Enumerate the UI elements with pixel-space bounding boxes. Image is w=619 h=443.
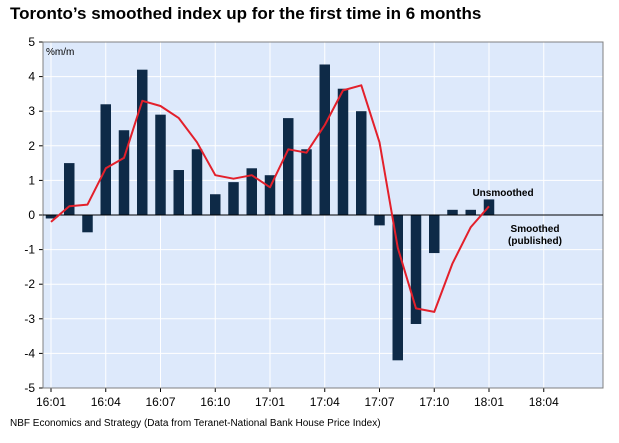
- y-tick-label: -3: [24, 312, 35, 326]
- x-tick-label: 16:07: [145, 395, 175, 409]
- y-axis-label: %m/m: [46, 47, 74, 58]
- y-tick-label: -2: [24, 277, 35, 291]
- bar: [374, 215, 385, 226]
- y-tick-label: -4: [24, 346, 35, 360]
- y-tick-label: -1: [24, 243, 35, 257]
- bar: [319, 64, 330, 216]
- bar: [45, 215, 57, 219]
- series-label-unsmoothed: Unsmoothed: [472, 188, 533, 199]
- bar: [447, 209, 458, 215]
- x-tick-label: 16:01: [36, 395, 66, 409]
- plot-area: 5 4 3 2 1 0 -1 -2 -3 -4 -516:01 16:04 16:07 16:10 17:0…: [24, 35, 604, 409]
- bar: [337, 88, 349, 215]
- bar: [465, 209, 476, 215]
- x-tick-label: 18:01: [474, 395, 504, 409]
- bar: [429, 215, 440, 254]
- y-tick-label: 5: [28, 35, 35, 49]
- bar: [82, 215, 93, 233]
- bar: [118, 130, 130, 215]
- x-tick-label: 16:04: [91, 395, 121, 409]
- x-tick-label: 17:04: [310, 395, 340, 409]
- bar: [100, 104, 111, 215]
- bar: [191, 149, 203, 215]
- series-label-smoothed: Smoothed: [511, 224, 560, 235]
- bar: [392, 215, 403, 361]
- bar: [210, 194, 221, 215]
- bar: [283, 118, 294, 215]
- bar: [410, 215, 422, 324]
- y-tick-label: 0: [28, 208, 35, 222]
- x-tick-label: 18:04: [529, 395, 559, 409]
- chart-title: Toronto’s smoothed index up for the firs…: [10, 4, 482, 23]
- x-tick-label: 16:10: [200, 395, 230, 409]
- bar: [155, 114, 166, 215]
- y-tick-label: -5: [24, 381, 35, 395]
- bar: [356, 111, 367, 215]
- x-tick-label: 17:07: [364, 395, 394, 409]
- chart-source-note: NBF Economics and Strategy (Data from Te…: [10, 418, 381, 429]
- bar: [137, 69, 148, 216]
- bar: [173, 170, 184, 215]
- bar: [301, 149, 312, 215]
- bar: [264, 175, 276, 215]
- y-tick-label: 1: [28, 173, 35, 187]
- bar: [228, 182, 239, 215]
- series-label-smoothed-sub: (published): [508, 236, 562, 247]
- x-tick-label: 17:01: [255, 395, 285, 409]
- smoothed-series-line: [50, 84, 490, 313]
- x-tick-label: 17:10: [419, 395, 449, 409]
- bar: [246, 168, 257, 215]
- y-tick-label: 2: [28, 139, 35, 153]
- y-tick-label: 3: [28, 104, 35, 118]
- bar: [64, 163, 75, 215]
- y-tick-label: 4: [28, 70, 35, 84]
